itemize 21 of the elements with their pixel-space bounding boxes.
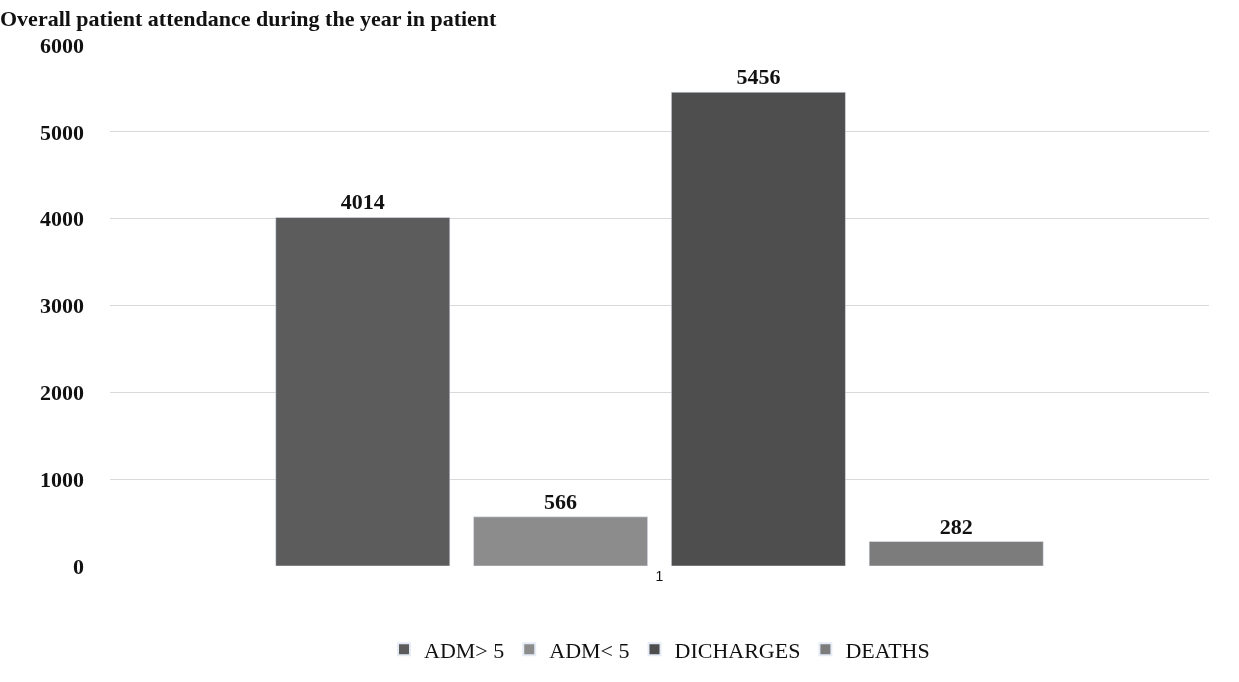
y-tick-label: 2000: [40, 380, 84, 406]
bar: [671, 91, 846, 566]
y-tick-label: 4000: [40, 206, 84, 232]
legend-label: DICHARGES: [674, 637, 801, 663]
chart-title: Overall patient attendance during the year in patient: [0, 5, 498, 31]
y-tick-label: 3000: [40, 293, 84, 319]
y-tick-label: 1000: [40, 466, 84, 492]
y-tick-label: 6000: [40, 32, 84, 58]
bar: [868, 541, 1044, 566]
legend-label: ADM> 5: [424, 637, 505, 663]
legend-label: ADM< 5: [549, 637, 630, 663]
y-tick-label: 0: [73, 553, 84, 579]
data-label: 282: [939, 513, 973, 539]
y-tick-label: 5000: [40, 119, 84, 145]
data-label: 566: [544, 488, 578, 514]
bar: [473, 516, 648, 566]
bar: [275, 217, 451, 566]
data-label: 4014: [340, 189, 385, 215]
legend-label: DEATHS: [845, 637, 930, 663]
data-label: 5456: [736, 64, 781, 90]
x-tick-label: 1: [655, 568, 664, 584]
